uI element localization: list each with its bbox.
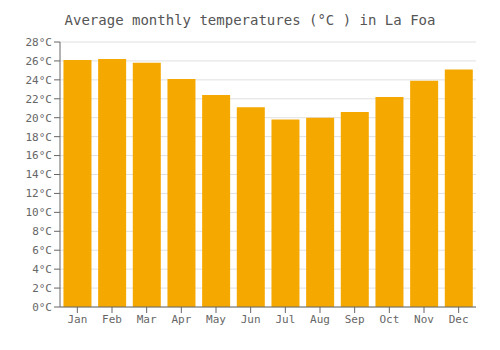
svg-text:18°C: 18°C (26, 131, 53, 144)
svg-text:Oct: Oct (379, 313, 399, 326)
svg-text:Feb: Feb (102, 313, 122, 326)
svg-text:4°C: 4°C (32, 263, 52, 276)
svg-text:Aug: Aug (310, 313, 330, 326)
svg-text:14°C: 14°C (26, 168, 53, 181)
svg-text:6°C: 6°C (32, 244, 52, 257)
svg-text:Mar: Mar (137, 313, 157, 326)
svg-text:May: May (206, 313, 226, 326)
svg-text:Jul: Jul (275, 313, 295, 326)
svg-text:24°C: 24°C (26, 74, 53, 87)
svg-text:Apr: Apr (171, 313, 191, 326)
svg-text:Dec: Dec (449, 313, 469, 326)
svg-text:0°C: 0°C (32, 301, 52, 314)
svg-text:2°C: 2°C (32, 282, 52, 295)
svg-text:Jun: Jun (241, 313, 261, 326)
svg-text:20°C: 20°C (26, 112, 53, 125)
svg-text:10°C: 10°C (26, 206, 53, 219)
svg-text:8°C: 8°C (32, 225, 52, 238)
svg-text:16°C: 16°C (26, 149, 53, 162)
svg-text:Nov: Nov (414, 313, 434, 326)
svg-text:28°C: 28°C (26, 36, 53, 49)
svg-text:22°C: 22°C (26, 93, 53, 106)
svg-text:26°C: 26°C (26, 55, 53, 68)
svg-text:12°C: 12°C (26, 187, 53, 200)
svg-text:Jan: Jan (67, 313, 87, 326)
html-text:Average monthly temperatures (: Average monthly temperatures (°C ) in La… (64, 12, 436, 28)
svg-text:Sep: Sep (345, 313, 365, 326)
